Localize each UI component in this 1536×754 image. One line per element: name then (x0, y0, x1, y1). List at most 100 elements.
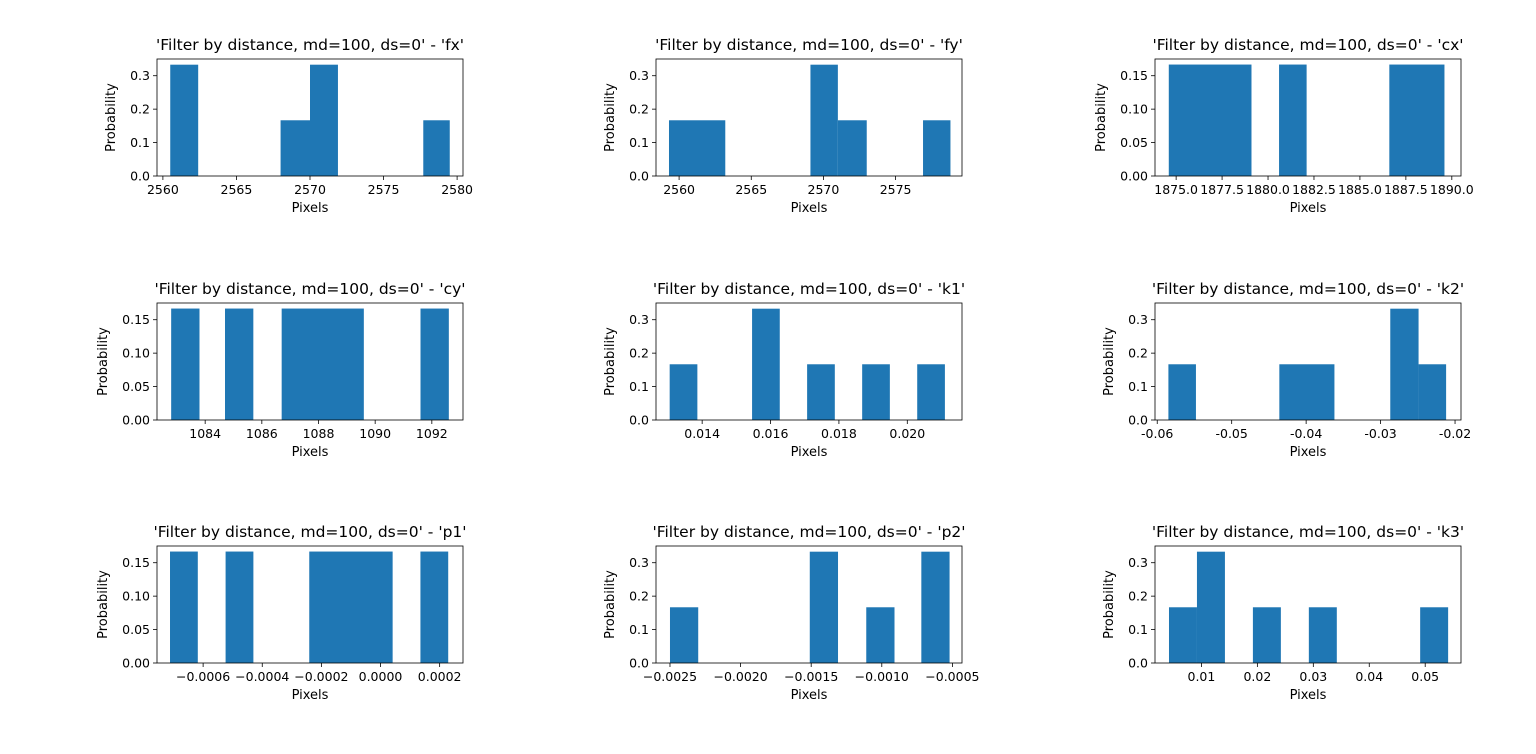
histogram-bar (1168, 64, 1252, 176)
histogram-bar (420, 308, 449, 420)
y-tick-label: 0.1 (1128, 379, 1148, 394)
y-tick-label: 0.10 (122, 589, 150, 604)
histogram-bar (1418, 364, 1447, 420)
y-tick-label: 0.3 (1128, 555, 1148, 570)
x-tick-label: 0.01 (1188, 669, 1216, 684)
x-axis-label: Pixels (292, 688, 329, 703)
y-tick-label: 0.2 (1128, 346, 1148, 361)
y-tick-label: 0.3 (629, 312, 649, 327)
subplot-title: 'Filter by distance, md=100, ds=0' - 'fx… (156, 36, 464, 54)
histogram-bar (1196, 551, 1225, 663)
y-tick-label: 0.0 (629, 413, 649, 428)
x-tick-label: −0.0005 (925, 669, 979, 684)
y-tick-label: 0.2 (130, 102, 150, 117)
y-tick-label: 0.1 (629, 135, 649, 150)
histogram-bar (1168, 364, 1196, 420)
x-axis-label: Pixels (791, 445, 828, 460)
y-tick-label: 0.0 (629, 656, 649, 671)
x-tick-label: 2575 (368, 182, 400, 197)
y-tick-label: 0.10 (122, 346, 150, 361)
histogram-bar (809, 551, 839, 663)
subplot-5: -0.06 -0.05 -0.04 -0.03 -0.02 0.0 0.1 0.2 0.3 'Fi… (1102, 280, 1471, 460)
y-tick-label: 0.2 (1128, 589, 1148, 604)
subplot-2: 1875.0 1877.5 1880.0 1882.5 1885.0 1887.5 1890… (1094, 36, 1474, 216)
histogram-bar (923, 120, 951, 176)
histogram-bar (807, 364, 835, 420)
y-tick-label: 0.3 (629, 68, 649, 83)
x-tick-label: 1090 (359, 426, 391, 441)
y-tick-label: 0.15 (122, 312, 150, 327)
axes-frame (1154, 58, 1462, 177)
histogram-bar (225, 308, 254, 420)
axes-frame (156, 302, 464, 421)
y-tick-label: 0.00 (122, 413, 150, 428)
y-tick-label: 0.05 (122, 622, 150, 637)
histogram-bar (423, 120, 450, 176)
histogram-bar (310, 64, 338, 176)
x-tick-label: 0.014 (684, 426, 720, 441)
x-tick-label: 1887.5 (1384, 182, 1428, 197)
x-tick-label: 2560 (147, 182, 179, 197)
x-axis-label: Pixels (1290, 688, 1327, 703)
y-axis-label: Probability (104, 83, 119, 152)
subplot-title: 'Filter by distance, md=100, ds=0' - 'k3… (1152, 523, 1464, 541)
y-tick-label: 0.00 (1120, 169, 1148, 184)
x-tick-label: 0.016 (753, 426, 789, 441)
histogram-bar (810, 64, 838, 176)
axes-frame (655, 302, 963, 421)
subplot-title: 'Filter by distance, md=100, ds=0' - 'cx… (1152, 36, 1463, 54)
x-tick-label: 0.020 (889, 426, 925, 441)
histogram-bar (866, 607, 895, 663)
y-tick-label: 0.2 (629, 102, 649, 117)
x-axis-label: Pixels (292, 445, 329, 460)
histogram-bar (669, 364, 698, 420)
y-tick-label: 0.0 (1128, 413, 1148, 428)
y-tick-label: 0.2 (629, 346, 649, 361)
subplot-title: 'Filter by distance, md=100, ds=0' - 'fy… (655, 36, 963, 54)
histogram-bar (171, 308, 200, 420)
x-tick-label: 0.03 (1299, 669, 1327, 684)
y-axis-label: Probability (603, 83, 618, 152)
subplot-6: −0.0006 −0.0004 −0.0002 0.0000 0.0002 0.00 0.0… (96, 523, 467, 703)
histogram-bar (669, 607, 699, 663)
x-tick-label: 2565 (735, 182, 767, 197)
histogram-bar (921, 551, 950, 663)
histogram-bar (1279, 364, 1335, 420)
x-tick-label: 0.0002 (418, 669, 462, 684)
histogram-bar (837, 120, 867, 176)
axes-frame (655, 545, 963, 664)
x-axis-label: Pixels (1290, 201, 1327, 216)
x-tick-label: 0.02 (1243, 669, 1271, 684)
x-tick-label: 2580 (441, 182, 473, 197)
y-axis-label: Probability (96, 327, 111, 396)
subplot-title: 'Filter by distance, md=100, ds=0' - 'p1… (153, 523, 466, 541)
histogram-bar (309, 551, 393, 663)
histogram-bar (1390, 308, 1419, 420)
subplot-3: 1084 1086 1088 1090 1092 0.00 0.05 0.10 0.15 'Fil… (96, 280, 466, 460)
y-tick-label: 0.3 (629, 555, 649, 570)
x-tick-label: 2570 (808, 182, 840, 197)
histogram-bar (1389, 64, 1445, 176)
histogram-bar (668, 120, 726, 176)
histogram-bar (1279, 64, 1307, 176)
x-tick-label: 0.018 (821, 426, 857, 441)
x-tick-label: −0.0015 (784, 669, 838, 684)
y-tick-label: 0.15 (1120, 68, 1148, 83)
x-tick-label: -0.04 (1290, 426, 1322, 441)
x-tick-label: 2570 (294, 182, 326, 197)
histogram-bar (280, 120, 310, 176)
y-axis-label: Probability (96, 570, 111, 639)
y-tick-label: 0.1 (629, 379, 649, 394)
x-tick-label: 0.04 (1355, 669, 1383, 684)
y-tick-label: 0.15 (122, 555, 150, 570)
y-tick-label: 0.3 (130, 68, 150, 83)
x-tick-label: 1092 (416, 426, 448, 441)
x-tick-label: 1875.0 (1154, 182, 1198, 197)
x-axis-label: Pixels (1290, 445, 1327, 460)
x-tick-label: 2565 (221, 182, 253, 197)
x-tick-label: 0.05 (1411, 669, 1439, 684)
histogram-bar (1168, 607, 1197, 663)
x-tick-label: −0.0010 (855, 669, 909, 684)
histogram-bar (420, 551, 449, 663)
x-tick-label: 1880.0 (1246, 182, 1290, 197)
